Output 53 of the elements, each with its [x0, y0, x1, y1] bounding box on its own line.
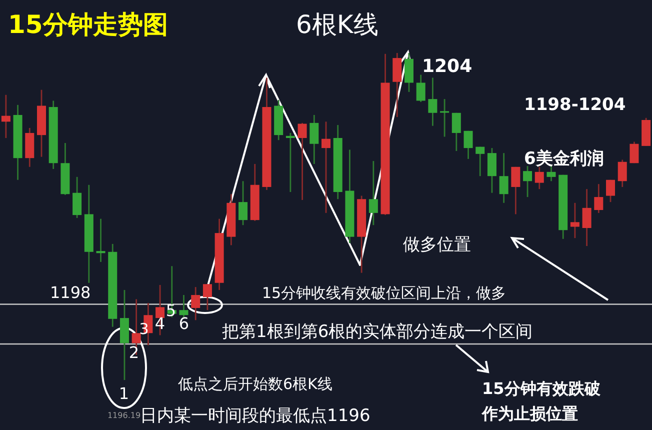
candlestick [594, 183, 604, 214]
candlestick [618, 159, 627, 188]
candlestick [546, 165, 556, 182]
candlestick [582, 188, 592, 247]
annotation: 15分钟有效跌破 [482, 379, 602, 398]
candlestick [286, 132, 295, 193]
candlestick [1, 94, 10, 139]
candlestick [523, 165, 532, 198]
candlestick [534, 166, 544, 190]
candlestick [464, 130, 473, 160]
candlestick [72, 176, 82, 219]
annotation: 1204 [422, 56, 472, 77]
candlestick [156, 284, 165, 336]
ref-line-label: 1198 [50, 283, 91, 302]
candlestick [511, 166, 520, 215]
candlestick [179, 294, 188, 318]
annotation: 5 [166, 301, 176, 320]
candlestick [368, 160, 378, 226]
candlestick [630, 141, 639, 164]
annotation: 1198-1204 [524, 95, 626, 115]
annotation: 做多位置 [403, 235, 471, 255]
candlestick [298, 122, 307, 201]
candlestick [606, 179, 616, 203]
candlestick [476, 146, 485, 177]
candlestick [487, 147, 496, 194]
chart-subtitle: 6根K线 [296, 10, 378, 39]
chart-title: 15分钟走势图 [8, 10, 168, 39]
candlestick [428, 77, 438, 127]
candlestick [191, 286, 200, 321]
candlestick [310, 114, 319, 165]
candlestick [499, 152, 508, 204]
candlestick [570, 202, 580, 239]
annotation: 4 [154, 314, 166, 333]
text: 作为止损位置 [481, 404, 578, 423]
annotation: 6 [178, 314, 190, 333]
text: 1 [118, 384, 130, 403]
annotation: 把第1根到第6根的实体部分连成一个区间 [222, 322, 533, 342]
candlestick [416, 74, 426, 103]
text: 1196.19 [107, 411, 141, 420]
annotation: 2 [128, 343, 140, 362]
candlestick [440, 98, 450, 138]
candlestick [238, 180, 248, 226]
annotation: 15分钟收线有效破位区间上沿，做多 [262, 284, 506, 302]
candlestick [452, 112, 461, 152]
candlestick [321, 120, 331, 214]
candlestick [392, 52, 402, 118]
candlestick [202, 283, 212, 311]
candlestick [404, 52, 414, 93]
annotation: 低点之后开始数6根K线 [178, 375, 332, 393]
candlestick [96, 218, 106, 263]
candlestick [132, 298, 141, 356]
annotation: 6美金利润 [524, 149, 604, 169]
text: 日内某一时间段的最低点1196 [140, 406, 370, 426]
